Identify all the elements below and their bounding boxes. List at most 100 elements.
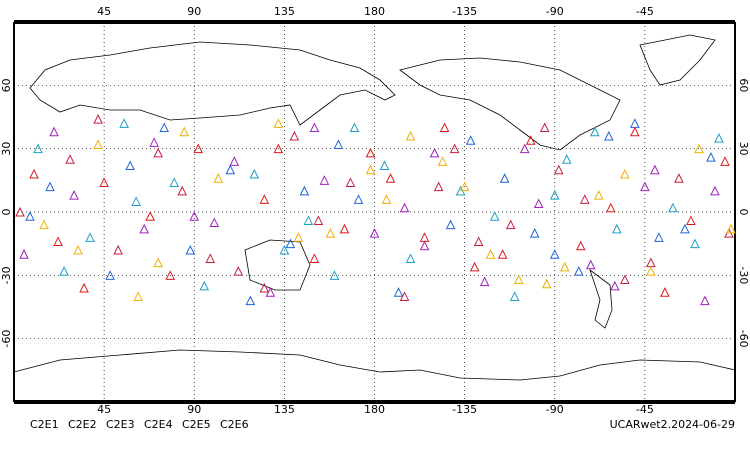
occultation-point <box>293 232 304 242</box>
occultation-point <box>630 126 640 137</box>
occultation-point <box>39 219 49 230</box>
occultation-point <box>706 151 716 162</box>
occultation-point <box>99 177 109 187</box>
y-tick-label-left: -60 <box>0 330 13 348</box>
occultation-point <box>365 164 376 175</box>
occultation-point <box>309 122 320 133</box>
australia-coast <box>244 239 311 291</box>
x-tick-label-top: 90 <box>187 5 201 18</box>
x-tick-label-top: 45 <box>97 5 111 18</box>
occultation-point <box>489 211 500 221</box>
occultation-point <box>646 257 656 268</box>
x-tick-label-bottom: 135 <box>274 403 295 416</box>
occultation-point <box>379 160 390 171</box>
legend-entry: C2E5 <box>182 418 211 431</box>
y-tick-label-left: -30 <box>0 266 13 284</box>
occultation-point <box>333 139 344 149</box>
occultation-point <box>399 202 410 213</box>
x-tick-label-top: -135 <box>452 5 477 18</box>
occultation-point <box>179 126 190 137</box>
occultation-point <box>19 249 29 259</box>
occultation-point <box>604 130 614 141</box>
occultation-point <box>225 164 236 175</box>
occultation-point <box>303 215 314 225</box>
occultation-point <box>585 259 596 270</box>
occultation-point <box>690 238 700 249</box>
occultation-point <box>405 130 416 141</box>
occultation-point <box>449 143 460 154</box>
occultation-point <box>654 232 664 242</box>
occultation-point <box>319 175 330 185</box>
occultation-point <box>29 168 39 179</box>
occultation-point <box>113 244 123 255</box>
occultation-point <box>385 173 396 183</box>
occultation-point <box>339 223 350 234</box>
occultation-point <box>429 147 440 158</box>
occultation-point <box>393 287 404 297</box>
x-tick-label-bottom: 45 <box>97 403 111 416</box>
legend-entry: C2E6 <box>220 418 249 431</box>
occultation-point <box>650 164 660 175</box>
occultation-point <box>419 240 430 251</box>
legend-entry: C2E4 <box>144 418 173 431</box>
occultation-point <box>726 223 736 234</box>
occultation-point <box>620 168 630 179</box>
occultation-point <box>249 168 260 179</box>
occultation-point <box>199 280 210 291</box>
occultation-point <box>245 295 256 306</box>
x-tick-label-bottom: -90 <box>546 403 564 416</box>
occultation-point <box>525 135 536 145</box>
occultation-point <box>259 194 270 204</box>
occultation-point <box>499 173 510 183</box>
occultation-point <box>285 238 296 249</box>
x-tick-label-top: -90 <box>546 5 564 18</box>
occultation-point <box>149 137 160 147</box>
y-tick-label-right: -60 <box>737 330 750 348</box>
x-tick-label-bottom: -45 <box>636 403 654 416</box>
occultation-point <box>549 249 560 259</box>
occultation-point <box>133 291 143 301</box>
occultation-point <box>439 122 450 133</box>
occultation-point <box>105 270 115 280</box>
occultation-point <box>209 217 220 228</box>
occultation-point <box>405 253 416 263</box>
occultation-point <box>189 211 200 221</box>
occultation-point <box>59 265 69 276</box>
occultation-point <box>497 249 508 259</box>
occultation-point <box>205 253 216 263</box>
x-tick-label-bottom: -135 <box>452 403 477 416</box>
legend-entry: C2E3 <box>106 418 135 431</box>
occultation-point <box>329 270 340 280</box>
occultation-point <box>73 244 83 255</box>
occultation-point <box>15 206 25 217</box>
occultation-point <box>381 194 392 204</box>
occultation-point <box>169 177 180 187</box>
occultation-point <box>345 177 356 187</box>
occultation-point <box>579 194 590 204</box>
occultation-point <box>459 181 470 192</box>
occultation-point <box>399 291 410 301</box>
occultation-point <box>445 219 456 230</box>
x-tick-label-top: 135 <box>274 5 295 18</box>
occultation-point <box>159 122 170 133</box>
y-tick-label-left: 60 <box>0 78 13 92</box>
occultation-point <box>479 276 490 287</box>
occultation-point <box>674 173 684 183</box>
occultation-point <box>45 181 55 192</box>
occultation-point <box>660 287 670 297</box>
occultation-point <box>419 232 430 242</box>
occultation-point <box>473 236 484 247</box>
north-america-coast <box>399 57 621 151</box>
occultation-point <box>549 189 560 200</box>
south-america-tip <box>589 268 613 329</box>
occultation-point <box>49 126 59 137</box>
occultation-point <box>93 113 103 124</box>
occultation-point <box>153 257 164 268</box>
occultation-point <box>299 185 310 196</box>
occultation-point <box>229 156 240 166</box>
occultation-point <box>714 132 724 143</box>
occultation-point <box>313 215 324 225</box>
occultation-point <box>437 156 448 166</box>
occultation-point <box>233 265 244 276</box>
